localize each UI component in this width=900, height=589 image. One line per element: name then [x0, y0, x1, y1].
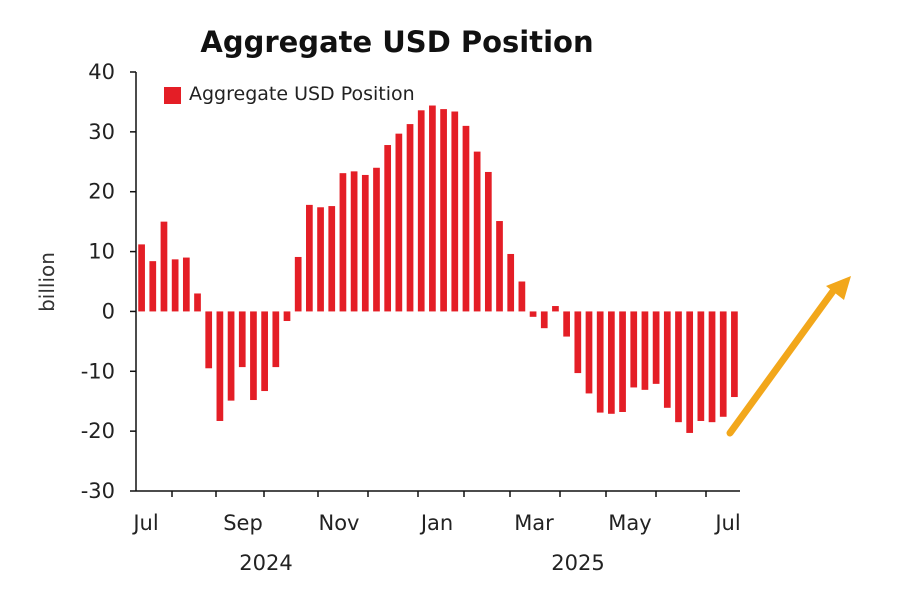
- bar: [149, 261, 157, 312]
- x-year-label: 2025: [551, 551, 604, 575]
- bar: [574, 311, 582, 374]
- x-axis-ticks: Jul Sep Nov Jan Mar May Jul 2024 2025: [131, 491, 741, 575]
- bar: [160, 221, 168, 312]
- legend: Aggregate USD Position: [164, 83, 415, 105]
- bar: [429, 105, 436, 312]
- y-axis-ticks: 40 30 20 10 0 -10 -20 -30: [81, 60, 136, 503]
- arrow-shaft: [726, 283, 840, 437]
- bar: [216, 311, 224, 421]
- bar: [552, 306, 559, 312]
- bar: [261, 311, 268, 392]
- bar: [731, 311, 738, 398]
- bar-series: [138, 105, 738, 433]
- bar: [675, 311, 682, 423]
- bar: [496, 221, 503, 312]
- bar: [406, 124, 414, 312]
- trend-arrow: [726, 276, 851, 437]
- y-axis-label: billion: [35, 252, 59, 312]
- y-tick-label: 20: [88, 180, 115, 204]
- bar: [417, 110, 425, 312]
- bar: [238, 311, 246, 368]
- bar: [272, 311, 280, 368]
- bar: [317, 207, 324, 312]
- y-tick-label: 10: [88, 240, 115, 264]
- bar: [686, 311, 694, 433]
- legend-swatch: [164, 87, 181, 104]
- bar: [540, 311, 548, 329]
- bar: [697, 311, 705, 421]
- bar: [619, 311, 626, 412]
- y-tick-label: 40: [88, 60, 115, 84]
- bar: [395, 133, 403, 312]
- bar: [608, 311, 615, 414]
- x-tick-label: Sep: [223, 511, 263, 535]
- bar: [283, 311, 291, 322]
- bar: [462, 125, 470, 312]
- bar: [227, 311, 235, 401]
- x-tick-label: Jan: [419, 511, 453, 535]
- y-tick-label: -30: [81, 479, 115, 503]
- bar: [507, 253, 515, 312]
- bar: [205, 311, 213, 369]
- bar: [641, 311, 649, 390]
- bar: [138, 244, 145, 312]
- bar: [171, 259, 179, 312]
- bar: [451, 111, 459, 312]
- legend-label: Aggregate USD Position: [189, 83, 415, 105]
- bar: [708, 311, 716, 423]
- bar: [182, 257, 190, 312]
- y-tick-label: -10: [81, 359, 115, 383]
- bar: [652, 311, 660, 384]
- bar: [529, 311, 537, 317]
- bar: [719, 311, 727, 417]
- bar: [328, 206, 336, 312]
- bar: [384, 145, 392, 312]
- bar: [361, 174, 369, 312]
- y-tick-label: -20: [81, 419, 115, 443]
- y-tick-label: 30: [88, 120, 115, 144]
- x-tick-label: Jul: [131, 511, 158, 535]
- x-tick-label: Nov: [319, 511, 360, 535]
- bar: [518, 281, 526, 312]
- bar: [663, 311, 671, 408]
- x-tick-label: May: [608, 511, 651, 535]
- bar: [473, 151, 481, 312]
- arrow-head: [826, 276, 851, 300]
- bar: [484, 171, 492, 312]
- bar: [250, 311, 257, 401]
- x-year-label: 2024: [239, 551, 292, 575]
- chart-title: Aggregate USD Position: [200, 25, 593, 59]
- bar: [194, 293, 201, 312]
- bar: [294, 256, 302, 312]
- bar: [596, 311, 604, 413]
- bar: [350, 171, 358, 312]
- bar: [373, 167, 380, 312]
- x-tick-label: Jul: [713, 511, 740, 535]
- bar: [306, 204, 313, 312]
- bar: [440, 109, 447, 312]
- x-tick-label: Mar: [514, 511, 554, 535]
- bar: [563, 311, 570, 337]
- bar: [339, 173, 347, 312]
- bar: [630, 311, 638, 388]
- bar: [585, 311, 593, 394]
- y-tick-label: 0: [102, 299, 115, 323]
